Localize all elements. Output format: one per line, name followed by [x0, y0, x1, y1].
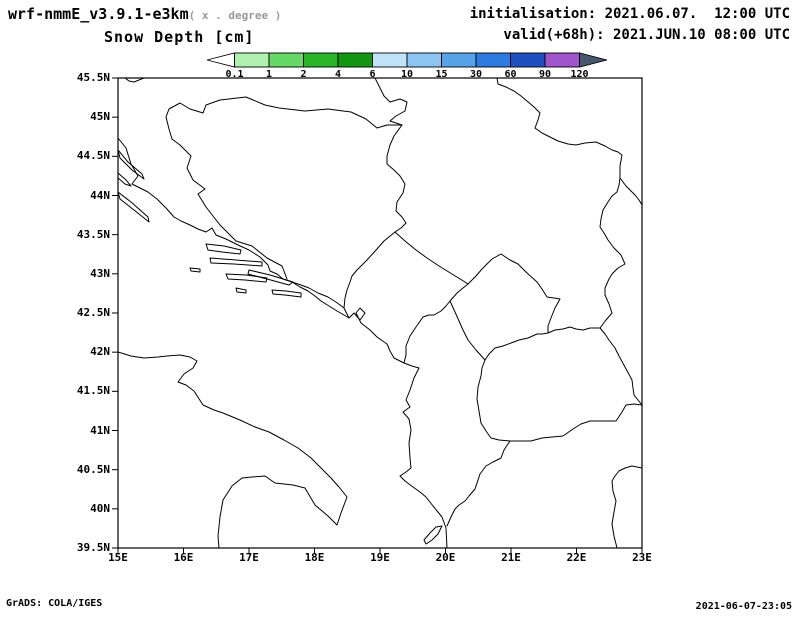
colorbar-segment	[406, 52, 442, 68]
colorbar-segment	[337, 52, 373, 68]
border-macedonia-albania	[476, 359, 511, 442]
island-hvar	[209, 257, 263, 267]
border-croatia-bosnia-west-north	[165, 96, 403, 280]
border-montenegro-bosnia-croatia	[343, 231, 396, 319]
island-vis	[189, 267, 201, 273]
island-corfu	[423, 525, 443, 545]
axis-ticks	[112, 77, 643, 554]
colorbar-segment	[579, 52, 608, 68]
colorbar-level-label: 0.1	[225, 69, 244, 80]
border-serbia-montenegro	[394, 231, 469, 285]
colorbar-segment	[544, 52, 580, 68]
lat-tick-label: 45N	[90, 110, 110, 124]
lon-tick-label: 16E	[173, 551, 194, 564]
valid-time-label: valid(+68h): 2021.JUN.10 08:00 UTC	[503, 27, 790, 43]
lat-tick-label: 40.5N	[76, 462, 110, 476]
colorbar	[206, 52, 608, 68]
lon-tick-label: 20E	[435, 551, 456, 564]
island-mljet	[271, 289, 302, 298]
border-croatia-bosnia-south	[291, 281, 345, 309]
creation-timestamp: 2021-06-07-23:05	[695, 601, 792, 612]
lat-tick-label: 44.5N	[76, 149, 110, 163]
map-frame	[117, 77, 643, 549]
model-title-line: wrf-nmmE_v3.9.1-e3km( x . degree )	[8, 5, 281, 23]
map-geography	[118, 78, 642, 548]
colorbar-level-label: 10	[400, 69, 414, 80]
colorbar-segment	[475, 52, 511, 68]
island-rab	[118, 172, 132, 187]
colorbar-segment	[234, 52, 270, 68]
island-korcula	[225, 273, 268, 283]
border-albania-greece	[446, 440, 511, 527]
colorbar-level-label: 90	[538, 69, 552, 80]
colorbar-level-label: 60	[504, 69, 517, 80]
island-lastovo	[235, 287, 247, 294]
border-serbia-romania-north	[496, 78, 541, 129]
colorbar-level-label: 120	[570, 69, 589, 80]
lat-tick-label: 42N	[90, 345, 110, 359]
border-macedonia-bulgaria	[599, 327, 642, 406]
colorbar-segment	[268, 52, 304, 68]
colorbar-level-label: 1	[265, 69, 273, 80]
border-kosovo	[449, 253, 561, 361]
colorbar-level-label: 2	[300, 69, 307, 80]
border-bosnia-serbia-drina	[386, 124, 407, 233]
border-serbia-macedonia	[547, 326, 601, 334]
colorbar-level-label: 4	[334, 69, 342, 80]
border-serbia-romania-danube	[534, 127, 623, 179]
lat-tick-label: 43.5N	[76, 227, 110, 241]
border-croatia-serbia	[374, 78, 408, 126]
lat-tick-label: 43N	[90, 266, 110, 280]
border-serbia-bulgaria	[599, 177, 626, 329]
island-dugi-otok	[118, 191, 150, 223]
lat-tick-label: 42.5N	[76, 306, 110, 319]
lat-tick-label: 39.5N	[76, 541, 110, 554]
colorbar-segment	[510, 52, 546, 68]
colorbar-level-label: 6	[369, 69, 376, 80]
border-bulgaria-romania	[619, 177, 642, 206]
island-pag	[118, 149, 145, 180]
lat-tick-label: 41.5N	[76, 384, 110, 398]
lat-tick-label: 44N	[90, 188, 110, 202]
initialisation-label: initialisation: 2021.06.07. 12:00 UTC	[469, 6, 790, 22]
lat-tick-label: 40N	[90, 501, 110, 515]
grid-resolution-note: ( x . degree )	[188, 9, 282, 22]
colorbar-level-label: 15	[435, 69, 448, 80]
lon-tick-label: 19E	[370, 551, 390, 564]
lon-tick-label: 22E	[566, 551, 587, 564]
colorbar-level-label: 30	[469, 69, 483, 80]
border-montenegro-kosovo	[449, 283, 469, 302]
model-name: wrf-nmmE_v3.9.1-e3km	[8, 5, 189, 23]
lon-tick-label: 18E	[304, 551, 325, 564]
lon-tick-label: 23E	[632, 551, 652, 564]
colorbar-segment	[206, 52, 235, 68]
colorbar-segment	[372, 52, 408, 68]
colorbar-segment	[441, 52, 477, 68]
lat-tick-label: 45.5N	[76, 71, 110, 84]
variable-title: Snow Depth [cm]	[104, 28, 255, 46]
lon-tick-label: 15E	[108, 551, 128, 564]
coastline-greece-aegean	[611, 465, 642, 548]
border-montenegro-albania	[403, 300, 451, 364]
coastline-east-adriatic-albania	[118, 137, 448, 548]
border-macedonia-greece	[509, 403, 642, 442]
island-brac	[205, 243, 242, 255]
coastline-italy	[118, 351, 348, 548]
grads-credit: GrADS: COLA/IGES	[6, 598, 103, 609]
peninsula-peljesac	[247, 269, 294, 286]
colorbar-segment	[303, 52, 339, 68]
lat-tick-label: 41N	[90, 423, 110, 437]
lon-tick-label: 21E	[501, 551, 521, 564]
border-croatia-slovenia	[124, 78, 145, 83]
lon-tick-label: 17E	[239, 551, 259, 564]
